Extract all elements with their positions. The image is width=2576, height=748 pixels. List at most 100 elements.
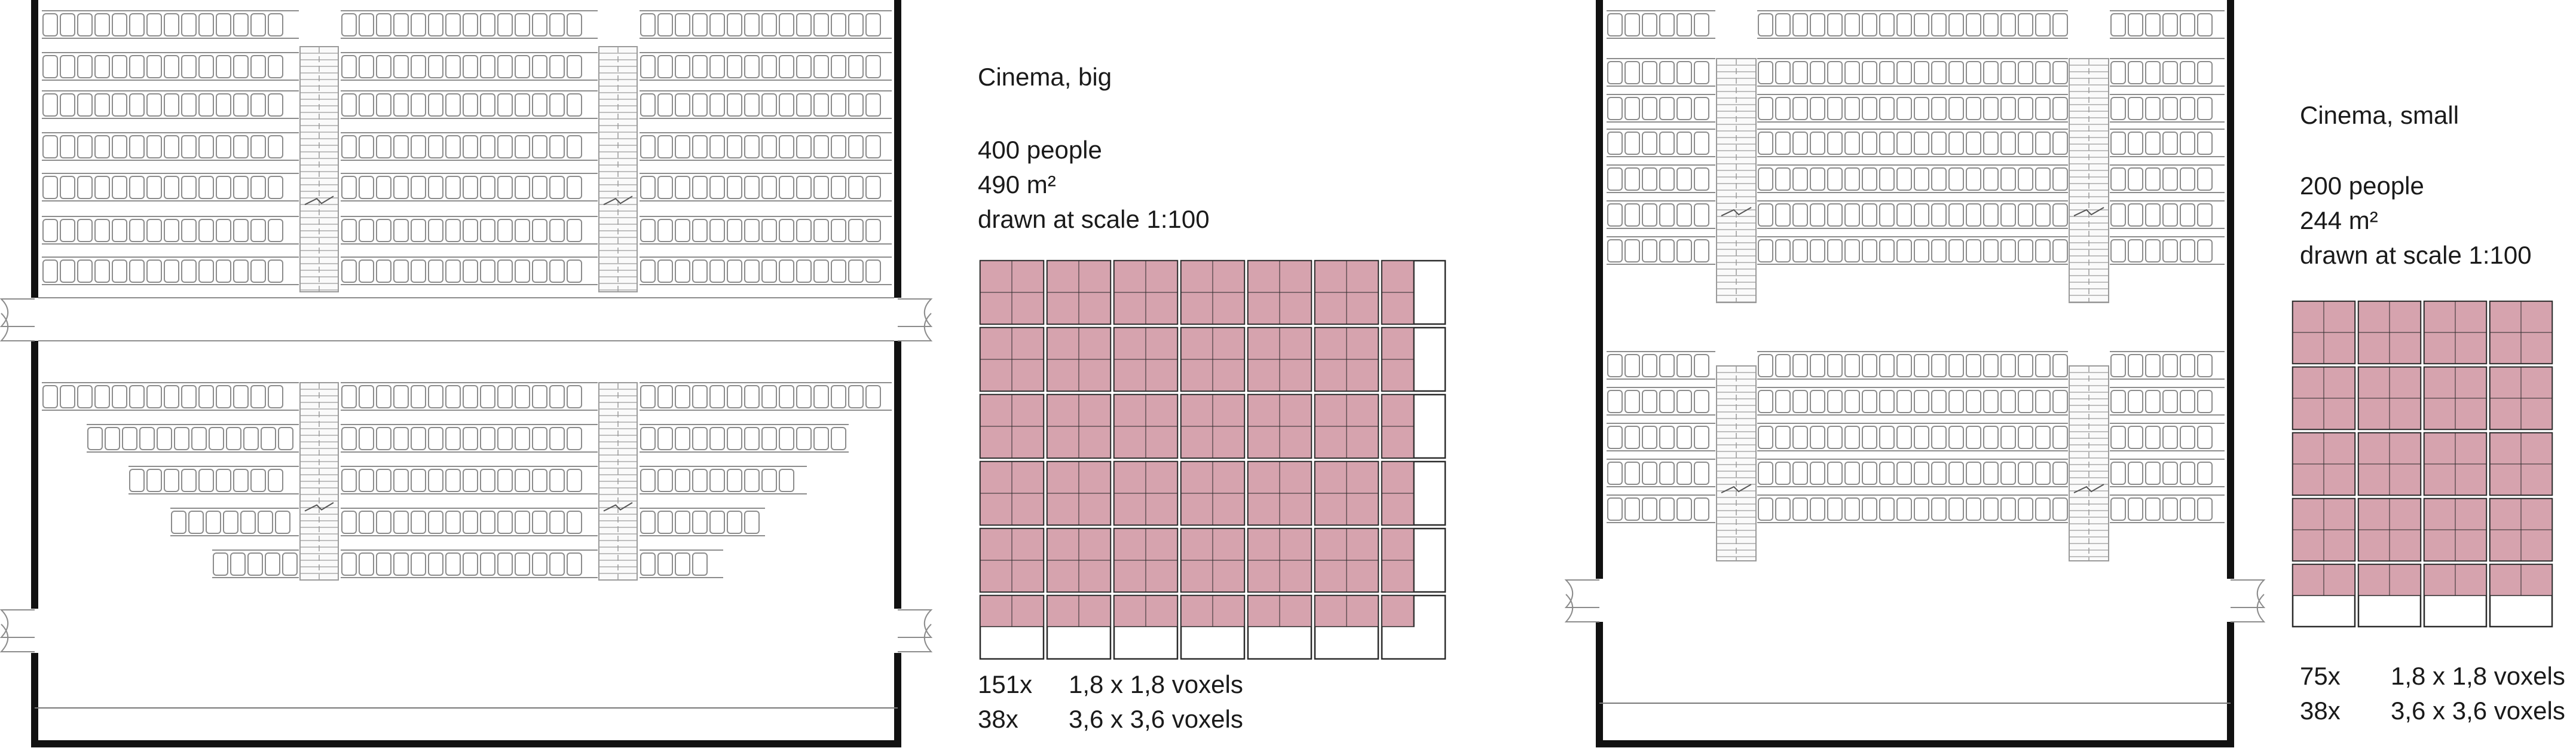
seat [640, 93, 656, 117]
seat [376, 552, 391, 576]
seat [1896, 132, 1912, 155]
seat [1931, 13, 1947, 36]
seat [1694, 97, 1709, 120]
seat [2162, 97, 2178, 120]
seat [1607, 426, 1623, 449]
seat [848, 13, 864, 36]
seat [411, 427, 426, 450]
seat [1931, 239, 1947, 262]
big-voxel-count-small: 151x [978, 670, 1033, 698]
seat [1896, 239, 1912, 262]
seat [1775, 13, 1791, 36]
seat [1642, 239, 1657, 262]
seat [1862, 497, 1877, 521]
seat [341, 469, 357, 492]
seat [865, 176, 881, 199]
big-cinema-stats: 400 people 490 m² drawn at scale 1:100 [978, 133, 1210, 237]
seat [675, 511, 690, 534]
seat [1758, 97, 1773, 120]
seat [549, 55, 565, 78]
seat [1676, 61, 1692, 84]
seat [1810, 97, 1825, 120]
seat [1862, 97, 1877, 120]
seat [567, 219, 582, 242]
seat [1931, 61, 1947, 84]
seat [1676, 132, 1692, 155]
seat [744, 93, 760, 117]
seat [779, 135, 794, 158]
seat [1642, 462, 1657, 485]
seat [1948, 462, 1964, 485]
seat [129, 259, 145, 283]
seat [376, 135, 391, 158]
seat [77, 385, 93, 408]
seat [181, 219, 197, 242]
seat [77, 13, 93, 36]
seat [1775, 61, 1791, 84]
seat [727, 219, 742, 242]
seat [1862, 354, 1877, 377]
seat [445, 511, 461, 534]
seat [261, 427, 276, 450]
outer-wall [31, 0, 901, 747]
seat [675, 385, 690, 408]
big-voxel-count-large: 38x [978, 705, 1018, 733]
seat [428, 469, 443, 492]
seat [1983, 462, 1999, 485]
seat [1948, 497, 1964, 521]
seat [1966, 497, 1981, 521]
seat [1659, 97, 1675, 120]
seat [2035, 390, 2051, 413]
big-voxel-legend-row: 151x 1,8 x 1,8 voxels [978, 667, 1243, 702]
seat [428, 13, 443, 36]
seat [213, 552, 228, 576]
seat [497, 135, 513, 158]
seat [1775, 239, 1791, 262]
seat [1810, 390, 1825, 413]
seat [2197, 132, 2213, 155]
seat [1676, 203, 1692, 227]
seat [1775, 426, 1791, 449]
seat [727, 469, 742, 492]
seat [657, 385, 673, 408]
seat [779, 219, 794, 242]
seat [657, 552, 673, 576]
seat [2162, 426, 2178, 449]
seat [2145, 462, 2161, 485]
seat [515, 55, 530, 78]
seat [258, 511, 273, 534]
seat [692, 13, 708, 36]
seat [428, 219, 443, 242]
seat [359, 427, 374, 450]
seat [393, 55, 409, 78]
seat [393, 13, 409, 36]
seat [250, 93, 266, 117]
seat [2110, 61, 2126, 84]
seat [2000, 354, 2016, 377]
seat [1694, 61, 1709, 84]
seat [657, 135, 673, 158]
seat [727, 93, 742, 117]
seat [341, 135, 357, 158]
seat [796, 219, 812, 242]
seat [181, 385, 197, 408]
seat [463, 385, 478, 408]
seat [1758, 167, 1773, 191]
seat [1862, 61, 1877, 84]
aisle-stair [598, 46, 638, 292]
seat [532, 55, 547, 78]
seat [393, 469, 409, 492]
seat [2197, 426, 2213, 449]
seat [497, 93, 513, 117]
seat [1914, 167, 1929, 191]
seat [761, 176, 777, 199]
seat [1792, 497, 1808, 521]
seat [813, 55, 829, 78]
seat [779, 427, 794, 450]
seat [2000, 497, 2016, 521]
seat [2145, 497, 2161, 521]
seat [1659, 426, 1675, 449]
seat [1948, 132, 1964, 155]
seat [692, 427, 708, 450]
seat [94, 135, 110, 158]
